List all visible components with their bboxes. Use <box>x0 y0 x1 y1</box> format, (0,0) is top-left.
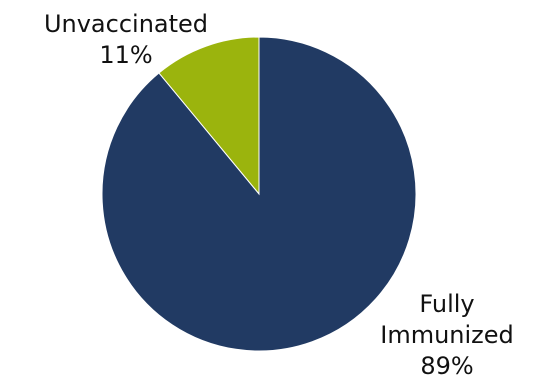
pie-slice-fully-immunized <box>101 36 417 352</box>
pie-slices <box>101 36 417 352</box>
pie-label-line-0-1: 11% <box>99 41 152 69</box>
pie-label-line-1-1: Immunized <box>380 321 514 349</box>
pie-label-line-1-2: 89% <box>420 352 473 380</box>
pie-label-line-0-0: Unvaccinated <box>44 10 208 38</box>
pie-labels: Unvaccinated 11% Fully Immunized 89% <box>44 10 514 380</box>
pie-label-line-1-0: Fully <box>419 290 474 318</box>
pie-slice-unvaccinated <box>158 36 260 196</box>
pie-label-fully-immunized: Fully Immunized 89% <box>380 290 514 380</box>
pie-label-unvaccinated: Unvaccinated 11% <box>44 10 208 69</box>
